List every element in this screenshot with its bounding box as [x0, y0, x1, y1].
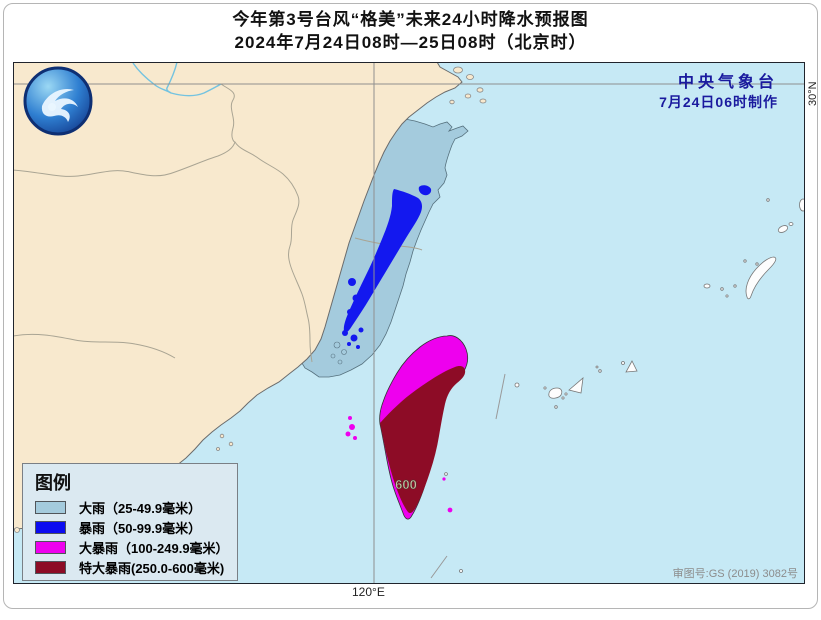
- rain-storm-area: [342, 185, 432, 349]
- issue-time: 7月24日06时制作: [659, 94, 778, 110]
- map-canvas: 600 中央气象台 7月24日06时制作 审图号:GS (2019) 3082号…: [13, 62, 805, 584]
- grid-lines: [14, 63, 804, 583]
- map-subtitle: 2024年7月24日08时—25日08时（北京时）: [234, 33, 587, 52]
- legend-label: 暴雨（50-99.9毫米）: [79, 520, 202, 536]
- cma-logo: [23, 66, 93, 136]
- title-block: 今年第3号台风“格美”未来24小时降水预报图 2024年7月24日08时—25日…: [0, 8, 821, 54]
- max-rain-value-label: 600: [395, 477, 417, 492]
- extreme-rainstorm-swatch: [35, 560, 66, 574]
- rivers: [132, 63, 222, 97]
- heavy-rainstorm-swatch: [35, 540, 66, 554]
- legend-row: 暴雨（50-99.9毫米）: [23, 517, 237, 537]
- legend-label: 大暴雨（100-249.9毫米）: [79, 540, 229, 556]
- province-boundaries: [14, 83, 423, 363]
- rainstorm-swatch: [35, 520, 66, 534]
- latitude-label: 30°N: [807, 81, 819, 106]
- coastal-islets: [330, 341, 347, 365]
- longitude-label: 120°E: [352, 585, 385, 599]
- heavy-rain-swatch: [35, 500, 66, 514]
- legend-title: 图例: [35, 473, 71, 493]
- legend-row: 大雨（25-49.9毫米）: [23, 497, 237, 517]
- legend-label: 大雨（25-49.9毫米）: [79, 500, 202, 516]
- agency-block: 中央气象台 7月24日06时制作: [659, 73, 778, 111]
- legend-row: 特大暴雨(250.0-600毫米): [23, 557, 237, 577]
- map-title: 今年第3号台风“格美”未来24小时降水预报图: [232, 10, 589, 29]
- taiwan-extreme-rain-core: [380, 366, 466, 514]
- dragon-glyph: [41, 88, 78, 122]
- map-approval-number: 审图号:GS (2019) 3082号: [672, 568, 798, 580]
- penghu-rain-dots: [345, 416, 453, 513]
- legend: 图例 大雨（25-49.9毫米） 暴雨（50-99.9毫米） 大暴雨（100-2…: [22, 463, 238, 581]
- legend-label: 特大暴雨(250.0-600毫米): [79, 560, 225, 576]
- legend-row: 大暴雨（100-249.9毫米）: [23, 537, 237, 557]
- tan-islets: [14, 66, 487, 533]
- agency-name: 中央气象台: [677, 74, 778, 91]
- ryukyu-islands: [430, 198, 804, 579]
